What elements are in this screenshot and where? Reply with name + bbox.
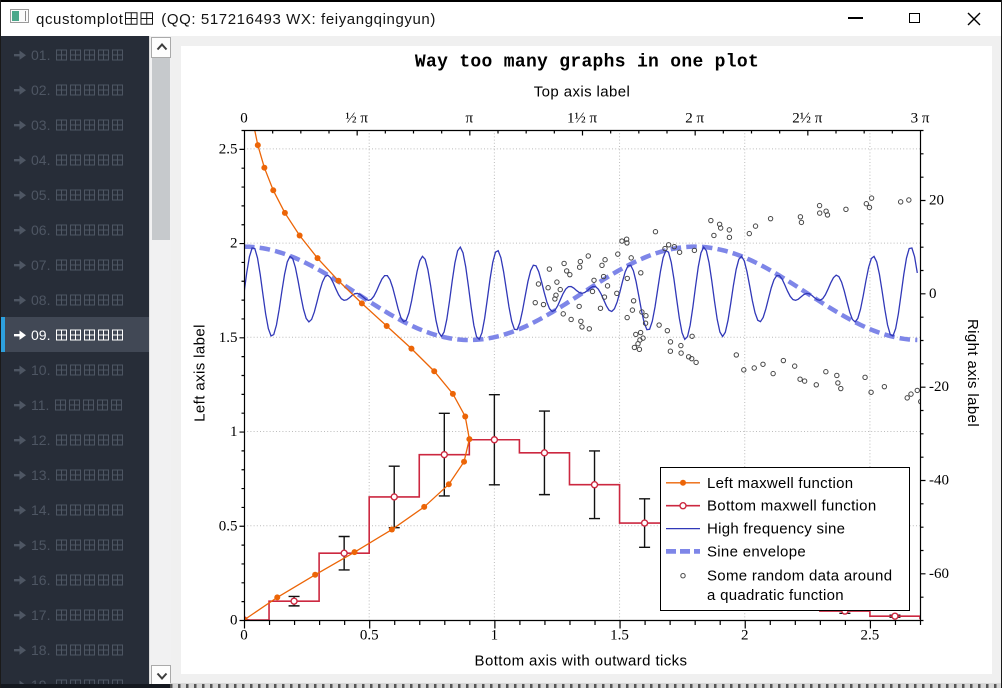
- svg-text:Bottom axis with outward ticks: Bottom axis with outward ticks: [475, 653, 688, 670]
- svg-text:Top axis label: Top axis label: [534, 84, 631, 101]
- svg-text:3 π: 3 π: [911, 111, 930, 127]
- svg-text:2½ π: 2½ π: [792, 111, 823, 127]
- svg-text:2.5: 2.5: [861, 628, 880, 644]
- svg-text:-40: -40: [929, 473, 949, 489]
- svg-text:2: 2: [741, 628, 749, 644]
- svg-text:1: 1: [230, 424, 238, 440]
- svg-text:Sine envelope: Sine envelope: [707, 543, 806, 560]
- svg-text:1: 1: [491, 628, 499, 644]
- svg-text:20: 20: [929, 193, 944, 209]
- svg-text:0: 0: [230, 613, 238, 629]
- svg-text:-20: -20: [929, 379, 949, 395]
- svg-text:Way too many graphs in one plo: Way too many graphs in one plot: [415, 53, 759, 73]
- svg-text:2 π: 2 π: [685, 111, 704, 127]
- svg-text:2: 2: [230, 236, 238, 252]
- svg-text:π: π: [466, 111, 474, 127]
- svg-text:Some random data around: Some random data around: [707, 568, 892, 585]
- svg-text:Left axis label: Left axis label: [192, 324, 209, 422]
- svg-text:0.5: 0.5: [360, 628, 379, 644]
- svg-text:½ π: ½ π: [345, 111, 368, 127]
- svg-text:Right axis label: Right axis label: [964, 319, 981, 427]
- svg-text:Left maxwell function: Left maxwell function: [707, 475, 853, 492]
- svg-text:Bottom maxwell function: Bottom maxwell function: [707, 498, 876, 515]
- svg-text:1.5: 1.5: [610, 628, 629, 644]
- svg-text:1½ π: 1½ π: [567, 111, 598, 127]
- svg-text:0: 0: [929, 286, 937, 302]
- svg-text:0: 0: [240, 111, 248, 127]
- svg-text:High frequency sine: High frequency sine: [707, 521, 845, 538]
- svg-text:2.5: 2.5: [219, 141, 238, 157]
- svg-text:0.5: 0.5: [219, 518, 238, 534]
- svg-text:1.5: 1.5: [219, 330, 238, 346]
- svg-text:a quadratic function: a quadratic function: [707, 587, 844, 604]
- svg-text:-60: -60: [929, 566, 949, 582]
- svg-text:0: 0: [240, 628, 248, 644]
